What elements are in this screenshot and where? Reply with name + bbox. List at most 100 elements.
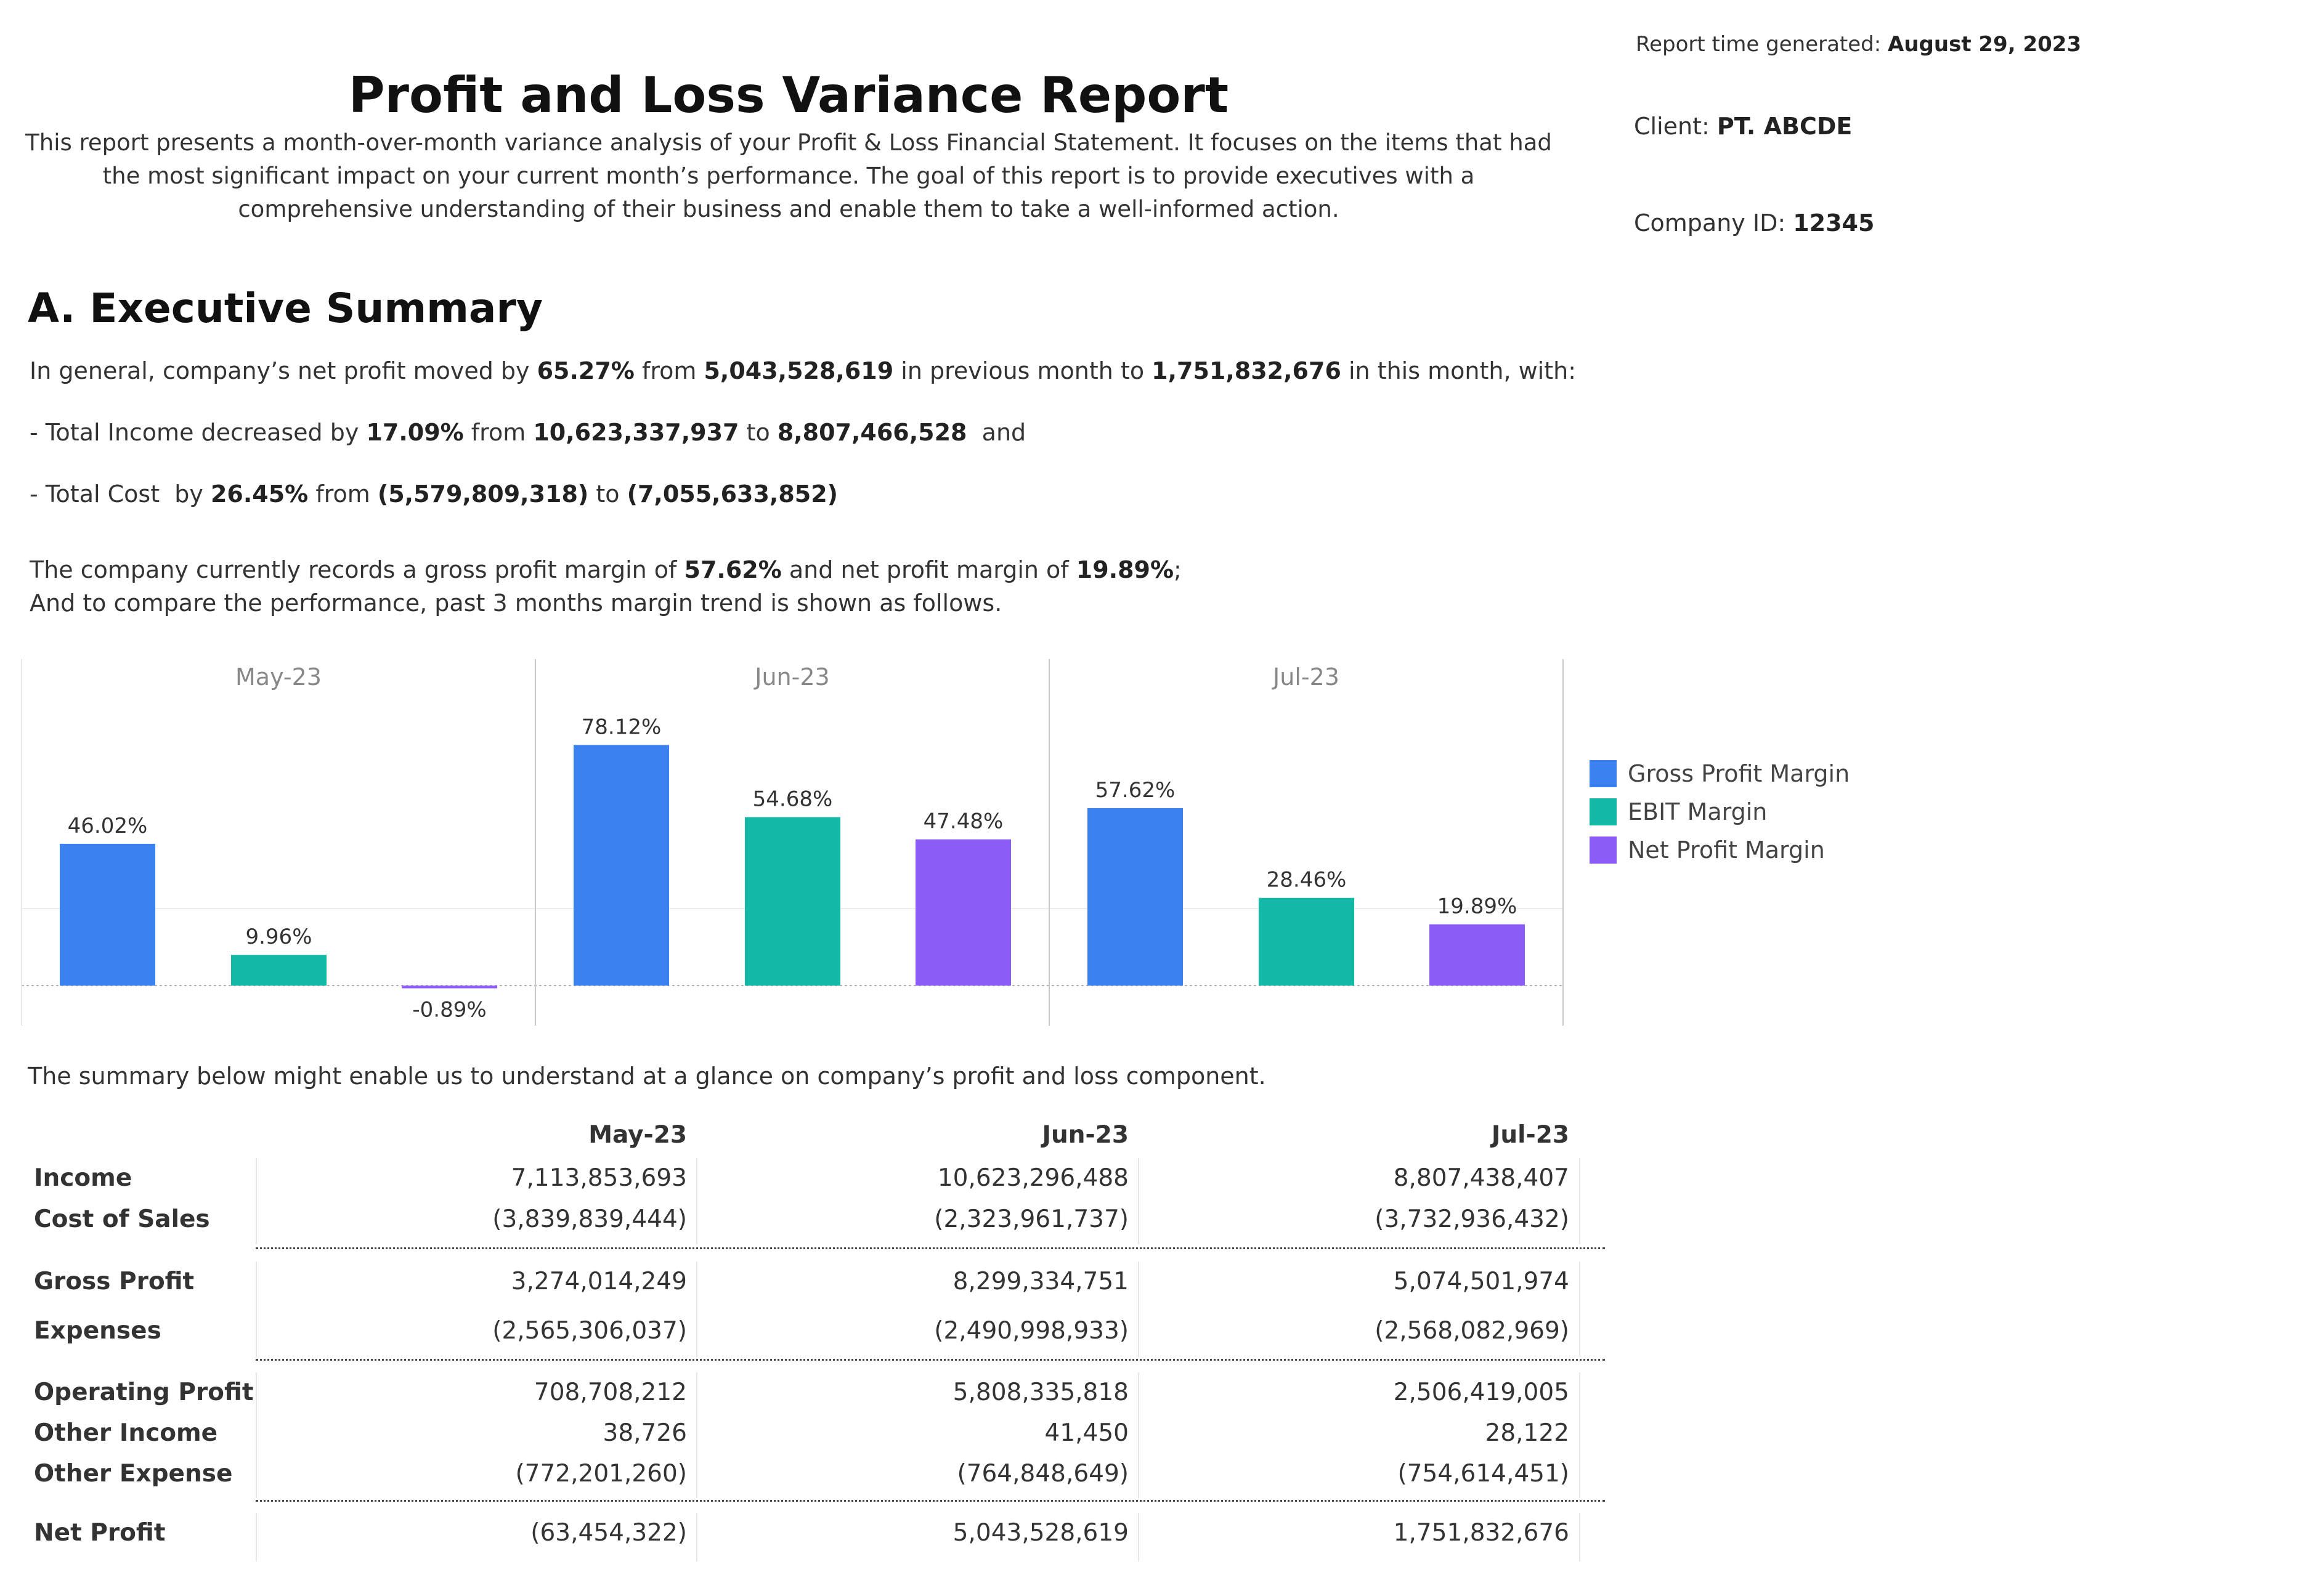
row-label: Cost of Sales [34, 1205, 210, 1233]
value: 8,807,466,528 [777, 419, 967, 446]
column-separator [256, 1158, 257, 1244]
table-cell: 10,623,296,488 [937, 1164, 1129, 1192]
data-label: -0.89% [412, 997, 486, 1022]
value: 19.89% [1076, 556, 1174, 583]
text: - Total Cost by [30, 480, 211, 508]
table-intro: The summary below might enable us to und… [28, 1063, 1266, 1090]
legend-swatch [1590, 836, 1617, 864]
table-cell: 2,506,419,005 [1393, 1379, 1569, 1406]
row-label: Expenses [34, 1317, 161, 1345]
legend-item: Net Profit Margin [1590, 831, 1850, 869]
summary-margin-line: The company currently records a gross pr… [30, 556, 1182, 583]
data-label: 9.96% [245, 925, 312, 949]
table-cell: (764,848,649) [957, 1460, 1129, 1488]
row-label: Other Expense [34, 1460, 233, 1488]
dotted-separator [256, 1247, 1605, 1249]
data-label: 47.48% [924, 809, 1004, 834]
table-cell: (2,490,998,933) [934, 1317, 1129, 1345]
dotted-separator [256, 1359, 1605, 1361]
text: and [967, 419, 1026, 446]
bar [1259, 897, 1354, 986]
margin-trend-chart: May-23 46.02% 9.96% -0.89% Jun-23 78.12% 54.68… [22, 659, 1564, 1026]
panel-header: May-23 [235, 663, 322, 691]
column-separator [1579, 1513, 1580, 1562]
table-cell: (2,565,306,037) [492, 1317, 687, 1345]
text: from [634, 357, 704, 384]
text: and net profit margin of [781, 556, 1076, 583]
legend-item: EBIT Margin [1590, 793, 1850, 831]
table-cell: 8,807,438,407 [1393, 1164, 1569, 1192]
column-separator [1138, 1262, 1139, 1357]
column-separator [1138, 1158, 1139, 1244]
bar [745, 817, 840, 986]
bar [402, 986, 497, 989]
column-header: Jul-23 [1491, 1121, 1569, 1149]
row-label: Other Income [34, 1419, 218, 1447]
panel-header: Jun-23 [753, 663, 829, 691]
column-separator [256, 1513, 257, 1562]
value: 10,623,337,937 [533, 419, 739, 446]
table-cell: 28,122 [1485, 1419, 1569, 1447]
value: 5,043,528,619 [704, 357, 894, 384]
report-generated-time: Report time generated: August 29, 2023 [1636, 32, 2081, 57]
column-separator [696, 1262, 697, 1357]
legend-swatch [1590, 760, 1617, 787]
table-cell: 1,751,832,676 [1393, 1519, 1569, 1547]
text: - Total Income decreased by [30, 419, 367, 446]
dotted-separator [256, 1500, 1605, 1502]
value: 1,751,832,676 [1151, 357, 1341, 384]
data-label: 78.12% [582, 715, 662, 739]
generated-value: August 29, 2023 [1888, 32, 2082, 57]
table-cell: (63,454,322) [530, 1519, 687, 1547]
column-separator [1138, 1513, 1139, 1562]
column-separator [1579, 1262, 1580, 1357]
column-separator [256, 1262, 257, 1357]
text: in this month, with: [1341, 357, 1577, 384]
value: 26.45% [210, 480, 309, 508]
client-value: PT. ABCDE [1716, 113, 1853, 140]
text: to [588, 480, 627, 508]
chart-legend: Gross Profit Margin EBIT Margin Net Profit… [1590, 755, 1850, 869]
generated-label: Report time generated: [1636, 32, 1888, 57]
bar [916, 839, 1011, 986]
bar [60, 843, 155, 986]
table-cell: 8,299,334,751 [952, 1268, 1129, 1295]
value: (7,055,633,852) [627, 480, 839, 508]
company-id-info: Company ID: 12345 [1634, 209, 1874, 237]
table-cell: 3,274,014,249 [511, 1268, 687, 1295]
table-cell: (2,323,961,737) [934, 1205, 1129, 1233]
summary-income-line: - Total Income decreased by 17.09% from … [30, 419, 1026, 446]
data-label: 19.89% [1437, 894, 1517, 919]
company-value: 12345 [1793, 209, 1875, 237]
text: In general, company’s net profit moved b… [30, 357, 537, 384]
summary-net-profit-line: In general, company’s net profit moved b… [30, 357, 1576, 384]
bar [1087, 808, 1183, 986]
value: 65.27% [537, 357, 635, 384]
section-heading: A. Executive Summary [28, 285, 543, 332]
value: 17.09% [366, 419, 464, 446]
column-separator [256, 1372, 257, 1498]
text: in previous month to [893, 357, 1152, 384]
value: 57.62% [684, 556, 782, 583]
data-label: 46.02% [68, 814, 148, 838]
data-label: 28.46% [1267, 868, 1347, 893]
legend-item: Gross Profit Margin [1590, 755, 1850, 793]
table-cell: 5,074,501,974 [1393, 1268, 1569, 1295]
data-label: 54.68% [753, 787, 833, 812]
table-cell: 5,043,528,619 [952, 1519, 1129, 1547]
column-separator [1138, 1372, 1139, 1498]
table-cell: (754,614,451) [1397, 1460, 1569, 1488]
data-label: 57.62% [1095, 778, 1176, 803]
text: ; [1174, 556, 1182, 583]
column-separator [1579, 1158, 1580, 1244]
text: The company currently records a gross pr… [30, 556, 684, 583]
text: to [739, 419, 778, 446]
legend-label: EBIT Margin [1628, 798, 1768, 825]
report-description: This report presents a month-over-month … [25, 129, 1552, 222]
table-cell: (772,201,260) [515, 1460, 687, 1488]
table-cell: (3,839,839,444) [492, 1205, 687, 1233]
column-header: May-23 [588, 1121, 687, 1149]
table-cell: (2,568,082,969) [1375, 1317, 1569, 1345]
column-separator [696, 1158, 697, 1244]
bar [1429, 924, 1525, 986]
